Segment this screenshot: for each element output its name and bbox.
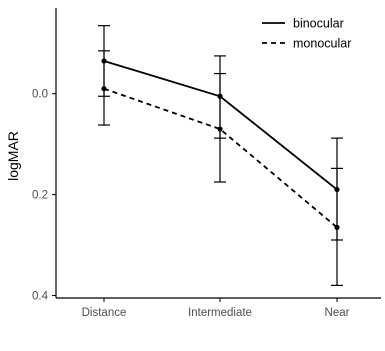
monocular-data-point <box>334 224 340 230</box>
y-tick-label: 0.2 <box>32 190 48 202</box>
plot-area <box>98 25 343 286</box>
legend-label-monocular: monocular <box>293 37 351 51</box>
monocular-series-line <box>103 87 338 229</box>
y-axis-title: logMAR <box>5 131 21 181</box>
monocular-data-point <box>217 126 223 132</box>
y-tick-label: 0.4 <box>32 290 49 302</box>
legend: binocular monocular <box>262 17 351 51</box>
y-tick-label: 0.0 <box>32 89 48 101</box>
legend-label-binocular: binocular <box>293 17 344 31</box>
x-tick-label: Distance <box>82 307 127 319</box>
axes <box>55 8 381 299</box>
ticks: 0.0 0.2 0.4 Distance Intermediate Near <box>32 89 350 319</box>
monocular-data-point <box>101 86 107 92</box>
x-tick-label: Intermediate <box>188 307 252 319</box>
x-tick-label: Near <box>325 307 350 319</box>
